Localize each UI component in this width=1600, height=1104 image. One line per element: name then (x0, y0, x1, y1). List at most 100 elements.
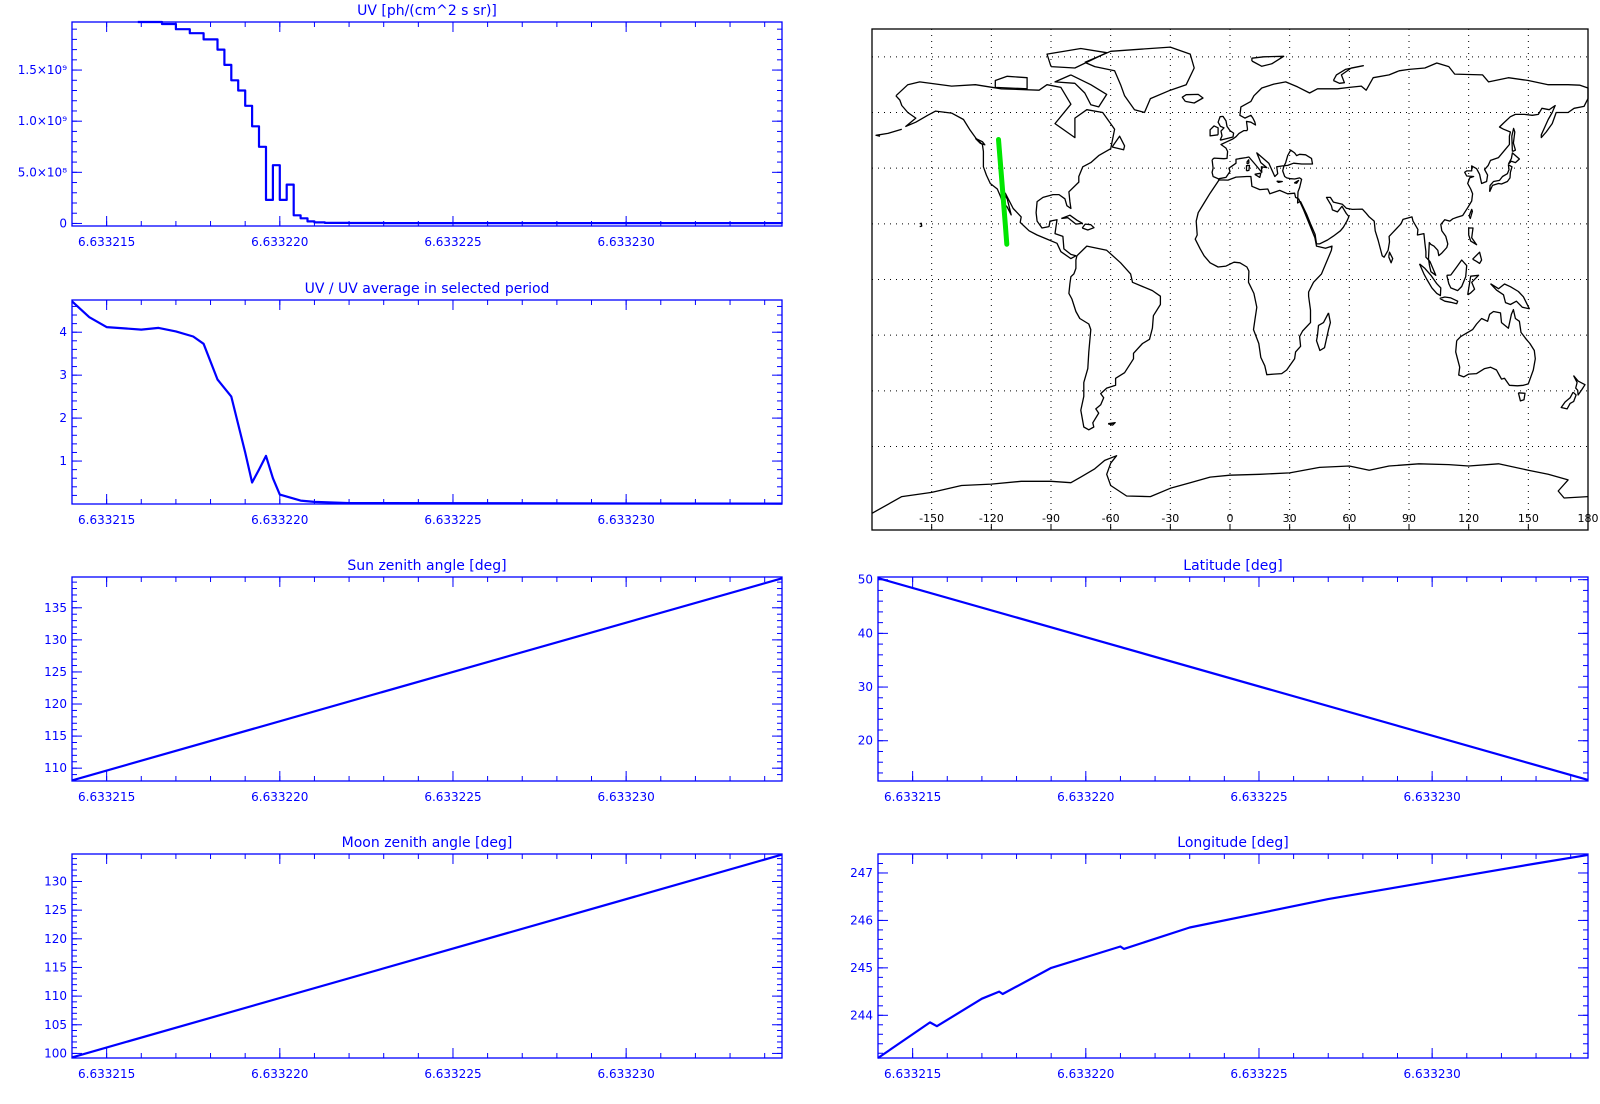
plot-frame (71, 21, 783, 227)
chart-title: Longitude [deg] (1177, 835, 1288, 851)
lon-tick-label: -60 (1102, 512, 1120, 525)
x-tick-label: 6.633230 (598, 1067, 655, 1081)
y-tick-label: 1.0×10⁹ (18, 114, 67, 128)
new-zealand-south-coastline (1560, 391, 1577, 410)
chart-longitude: Longitude [deg] 6.633215 6.633220 6.633225 6… (850, 835, 1589, 1081)
madagascar-coastline (1315, 312, 1332, 352)
x-tick-label: 6.633220 (1057, 790, 1114, 804)
hokkaido-coastline (1507, 152, 1521, 165)
sulawesi-coastline (1467, 274, 1480, 296)
y-tick-label: 0 (59, 216, 67, 230)
falklands-coastline (1107, 421, 1116, 426)
y-tick-label: 20 (858, 734, 873, 748)
y-tick-label: 105 (44, 1018, 67, 1032)
new-zealand-coastline (1572, 375, 1586, 396)
borneo-coastline (1446, 259, 1468, 292)
chart-moon-zenith: Moon zenith angle [deg] 6.633215 6.633220 6… (44, 835, 783, 1081)
japan-coastline (1488, 164, 1513, 193)
y-tick-label: 130 (44, 633, 67, 647)
chart-title: UV / UV average in selected period (305, 281, 550, 297)
south-america-coastline (1068, 245, 1162, 431)
series-line (877, 853, 1589, 1059)
aleutians-coastline (875, 128, 902, 137)
cuba-coastline (1061, 214, 1084, 225)
lon-tick-label: -120 (979, 512, 1004, 525)
lon-tick-label: -150 (919, 512, 944, 525)
sakhalin-coastline (1511, 127, 1517, 153)
y-tick-label: 110 (44, 989, 67, 1003)
y-tick-label: 100 (44, 1046, 67, 1060)
victoria-island-coastline (994, 75, 1028, 90)
lon-tick-label: 150 (1518, 512, 1539, 525)
x-tick-label: 6.633225 (1230, 790, 1287, 804)
x-tick-label: 6.633220 (251, 790, 308, 804)
vancouver-island-coastline (974, 137, 986, 146)
y-tick-label: 30 (858, 680, 873, 694)
x-tick-label: 6.633215 (78, 790, 135, 804)
lon-tick-label: 30 (1283, 512, 1297, 525)
y-tick-label: 110 (44, 761, 67, 775)
x-tick-label: 6.633215 (884, 1067, 941, 1081)
coastlines (871, 46, 1589, 514)
chart-title: Moon zenith angle [deg] (342, 835, 513, 851)
plot-frame (71, 299, 783, 505)
cyprus-coastline (1293, 179, 1300, 184)
corsica-coastline (1246, 159, 1250, 165)
x-tick-label: 6.633225 (424, 513, 481, 527)
tasmania-coastline (1517, 392, 1526, 402)
x-tick-label: 6.633230 (1404, 1067, 1461, 1081)
british-isles-coastline (1217, 115, 1235, 141)
chart-uv-ratio: UV / UV average in selected period 6.6332… (59, 281, 783, 527)
ground-track (996, 137, 1010, 247)
lon-tick-label: 60 (1342, 512, 1356, 525)
x-tick-label: 6.633230 (598, 790, 655, 804)
y-tick-label: 125 (44, 903, 67, 917)
lon-tick-label: 0 (1227, 512, 1234, 525)
y-tick-label: 135 (44, 601, 67, 615)
y-tick-label: 246 (850, 913, 873, 927)
sardinia-coastline (1245, 164, 1251, 172)
y-tick-label: 115 (44, 729, 67, 743)
sicily-coastline (1254, 172, 1262, 179)
java-coastline (1439, 296, 1459, 305)
chart-uv: UV [ph/(cm^2 s sr)] 6.633215 6.633220 6.633… (18, 3, 784, 249)
chart-title: Latitude [deg] (1183, 558, 1282, 574)
y-tick-label: 40 (858, 626, 873, 640)
series-line (71, 853, 783, 1059)
y-tick-label: 5.0×10⁸ (18, 165, 67, 179)
australia-coastline (1455, 308, 1536, 387)
series-line (71, 300, 783, 505)
hispaniola-coastline (1081, 223, 1095, 231)
map-frame (871, 28, 1589, 531)
taiwan-coastline (1468, 208, 1474, 220)
novaya-zemlya-coastline (1332, 65, 1364, 84)
lon-tick-label: -90 (1042, 512, 1060, 525)
y-tick-label: 1 (59, 454, 67, 468)
x-tick-label: 6.633225 (424, 235, 481, 249)
lon-tick-label: 120 (1458, 512, 1479, 525)
series-line (137, 20, 784, 225)
sumatra-coastline (1418, 263, 1442, 297)
hawaii-coastline (919, 222, 923, 228)
plot-frame (71, 576, 783, 782)
y-tick-label: 244 (850, 1008, 873, 1022)
x-tick-label: 6.633220 (251, 235, 308, 249)
eurasia-africa-coastline (1194, 62, 1589, 376)
newfoundland-coastline (1111, 135, 1126, 151)
y-tick-label: 120 (44, 932, 67, 946)
x-tick-label: 6.633230 (598, 235, 655, 249)
x-tick-label: 6.633215 (78, 1067, 135, 1081)
new-guinea-coastline (1490, 283, 1530, 310)
ellesmere-coastline (1046, 47, 1108, 69)
x-tick-label: 6.633220 (251, 1067, 308, 1081)
y-tick-label: 115 (44, 960, 67, 974)
y-tick-label: 1.5×10⁹ (18, 63, 67, 77)
series-line (877, 577, 1589, 781)
baffin-coastline (1054, 74, 1108, 108)
y-tick-label: 4 (59, 325, 67, 339)
chart-title: Sun zenith angle [deg] (347, 558, 506, 574)
x-tick-label: 6.633225 (1230, 1067, 1287, 1081)
chart-title: UV [ph/(cm^2 s sr)] (357, 3, 497, 19)
